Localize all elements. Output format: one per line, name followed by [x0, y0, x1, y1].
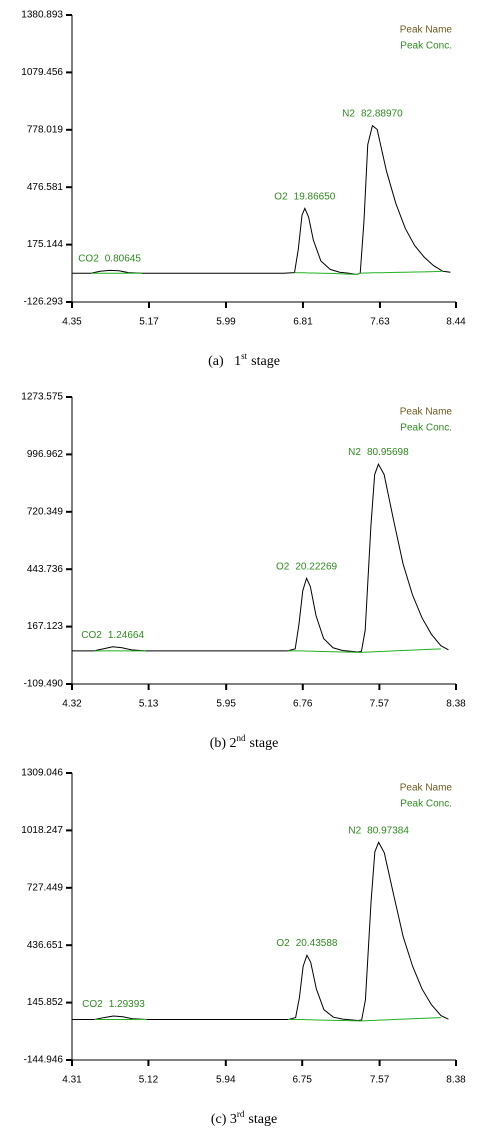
y-tick-label: -126.293: [24, 297, 64, 308]
y-tick-label: 996.962: [27, 449, 64, 460]
y-tick-label: 1079.456: [21, 67, 63, 78]
x-tick-label: 5.17: [139, 317, 159, 328]
peak-label: CO2 1.29393: [82, 999, 145, 1010]
y-tick-label: 1309.046: [21, 768, 63, 779]
y-tick-label: 167.123: [27, 621, 64, 632]
trace: [94, 1017, 441, 1022]
x-tick-label: 5.94: [216, 1075, 236, 1086]
peak-label: N2 80.97384: [348, 825, 409, 836]
legend-label: Peak Name: [400, 25, 453, 36]
legend-label: Peak Conc.: [400, 41, 452, 52]
peak-name: N2: [348, 447, 361, 458]
x-tick-label: 4.32: [62, 699, 82, 710]
y-tick-label: 476.581: [27, 182, 64, 193]
peak-name: CO2: [78, 253, 99, 264]
peak-name: O2: [276, 938, 290, 949]
y-tick-label: 436.651: [27, 940, 64, 951]
peak-label: O2 20.22269: [276, 561, 337, 572]
peak-conc: 1.29393: [109, 999, 146, 1010]
caption-main: (a) 1: [208, 354, 241, 369]
x-tick-label: 7.57: [370, 699, 390, 710]
peak-label: CO2 0.80645: [78, 253, 141, 264]
x-tick-label: 6.76: [293, 699, 313, 710]
y-tick-label: -144.946: [24, 1055, 64, 1066]
peak-conc: 0.80645: [105, 253, 142, 264]
peak-name: N2: [348, 825, 361, 836]
peak-label: O2 19.86650: [274, 191, 335, 202]
y-tick-label: 175.144: [27, 239, 64, 250]
legend-label: Peak Conc.: [400, 799, 452, 810]
y-tick-label: 145.852: [27, 997, 64, 1008]
peak-name: O2: [274, 191, 288, 202]
y-tick-label: 1380.893: [21, 10, 63, 21]
caption-rest: stage: [251, 354, 280, 369]
legend-label: Peak Conc.: [400, 423, 452, 434]
y-tick-label: 443.736: [27, 564, 64, 575]
caption: (b) 2nd stage: [210, 733, 279, 751]
y-tick-label: 1273.575: [21, 392, 63, 403]
caption-main: (c) 3: [211, 1112, 237, 1127]
caption: (c) 3rd stage: [211, 1109, 277, 1127]
x-tick-label: 8.38: [446, 1075, 466, 1086]
trace: [72, 841, 449, 1022]
peak-conc: 20.22269: [295, 561, 337, 572]
x-tick-label: 5.99: [216, 317, 236, 328]
x-tick-label: 7.63: [370, 317, 390, 328]
peak-name: N2: [342, 108, 355, 119]
legend-label: Peak Name: [400, 783, 453, 794]
trace: [72, 462, 449, 653]
y-tick-label: 1018.247: [21, 825, 63, 836]
caption-rest: stage: [250, 736, 279, 751]
x-tick-label: 5.12: [139, 1075, 159, 1086]
caption-sup: nd: [237, 733, 247, 743]
peak-conc: 80.95698: [367, 447, 409, 458]
x-tick-label: 6.75: [292, 1075, 312, 1086]
trace: [93, 648, 441, 653]
x-tick-label: 8.38: [446, 699, 466, 710]
peak-conc: 82.88970: [361, 108, 403, 119]
x-tick-label: 4.31: [62, 1075, 82, 1086]
peak-conc: 19.86650: [294, 191, 336, 202]
peak-label: O2 20.43588: [276, 938, 337, 949]
x-tick-label: 6.81: [293, 317, 313, 328]
legend-label: Peak Name: [400, 407, 453, 418]
x-tick-label: 5.13: [139, 699, 159, 710]
x-tick-label: 7.57: [370, 1075, 390, 1086]
x-tick-label: 5.95: [216, 699, 236, 710]
peak-name: CO2: [82, 999, 103, 1010]
caption-rest: stage: [248, 1112, 277, 1127]
peak-label: N2 80.95698: [348, 447, 409, 458]
caption-sup: st: [241, 351, 248, 361]
caption-main: (b) 2: [210, 736, 237, 751]
peak-name: O2: [276, 561, 290, 572]
peak-conc: 20.43588: [296, 938, 338, 949]
y-tick-label: 727.449: [27, 882, 64, 893]
caption-sup: rd: [237, 1109, 245, 1119]
peak-label: N2 82.88970: [342, 108, 403, 119]
caption: (a) 1st stage: [208, 351, 280, 369]
peak-conc: 80.97384: [367, 825, 409, 836]
y-tick-label: 778.019: [27, 124, 64, 135]
trace: [90, 270, 443, 276]
x-tick-label: 4.35: [62, 317, 82, 328]
peak-label: CO2 1.24664: [81, 629, 144, 640]
y-tick-label: 720.349: [27, 506, 64, 517]
x-tick-label: 8.44: [446, 317, 466, 328]
peak-name: CO2: [81, 629, 102, 640]
peak-conc: 1.24664: [108, 629, 145, 640]
y-tick-label: -109.490: [24, 679, 64, 690]
